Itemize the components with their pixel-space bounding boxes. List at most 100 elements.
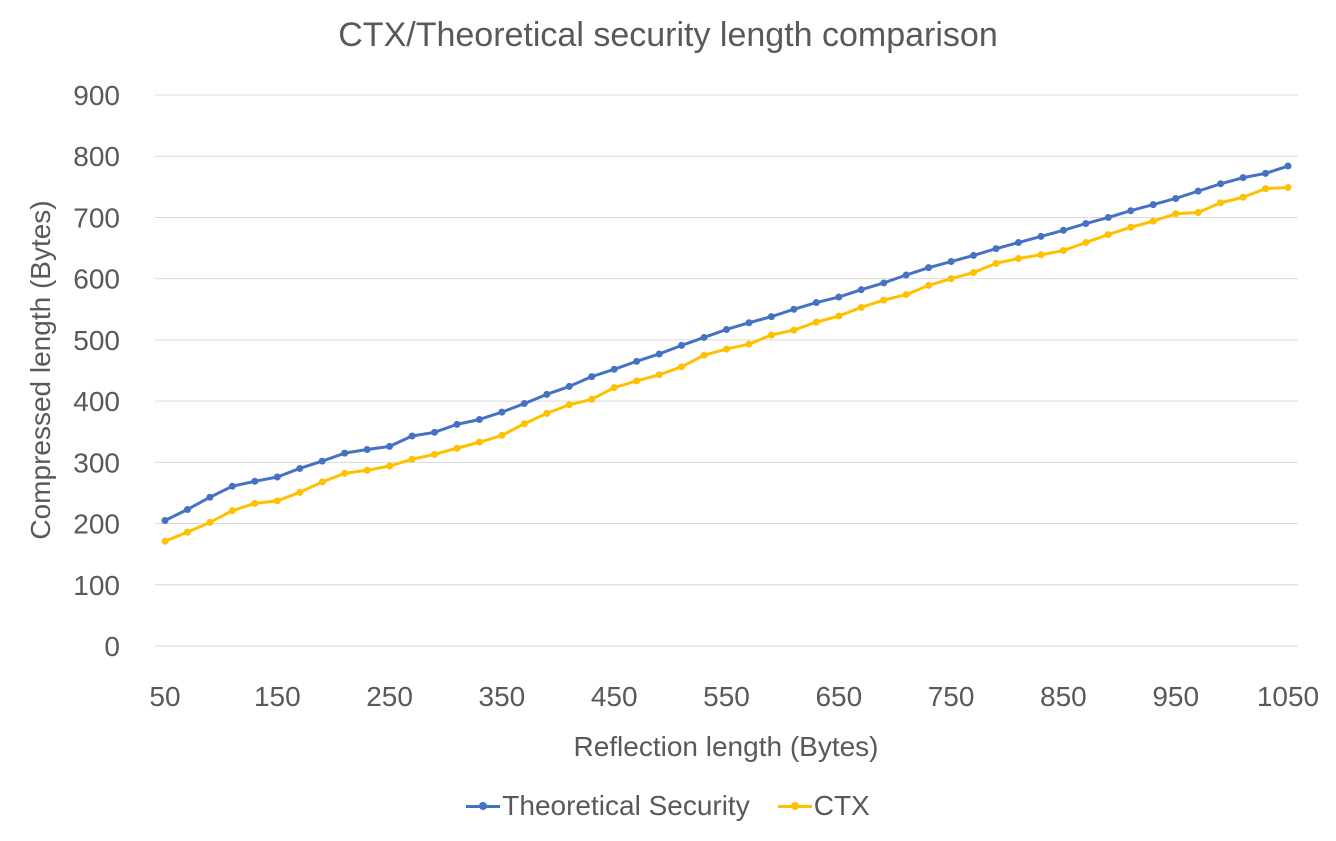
- data-point-ctx[interactable]: [812, 318, 820, 326]
- data-point-ctx[interactable]: [1194, 209, 1202, 217]
- data-point-theoretical-security[interactable]: [1172, 194, 1180, 202]
- data-point-theoretical-security[interactable]: [1239, 174, 1247, 182]
- data-point-theoretical-security[interactable]: [857, 286, 865, 294]
- data-point-theoretical-security[interactable]: [767, 313, 775, 321]
- data-point-theoretical-security[interactable]: [1284, 162, 1292, 170]
- data-point-ctx[interactable]: [1082, 239, 1090, 247]
- data-point-theoretical-security[interactable]: [1104, 213, 1112, 221]
- data-point-theoretical-security[interactable]: [947, 258, 955, 266]
- data-point-ctx[interactable]: [1104, 231, 1112, 239]
- data-point-ctx[interactable]: [206, 518, 214, 526]
- data-point-ctx[interactable]: [431, 450, 439, 458]
- data-point-ctx[interactable]: [947, 275, 955, 283]
- data-point-ctx[interactable]: [565, 401, 573, 409]
- data-point-theoretical-security[interactable]: [970, 251, 978, 259]
- data-point-theoretical-security[interactable]: [700, 333, 708, 341]
- data-point-theoretical-security[interactable]: [1082, 220, 1090, 228]
- legend-item-ctx[interactable]: CTX: [777, 790, 870, 822]
- data-point-ctx[interactable]: [835, 312, 843, 320]
- data-point-ctx[interactable]: [228, 507, 236, 515]
- data-point-ctx[interactable]: [520, 420, 528, 428]
- data-point-theoretical-security[interactable]: [363, 445, 371, 453]
- legend-item-theoretical-security[interactable]: Theoretical Security: [466, 790, 750, 822]
- data-point-theoretical-security[interactable]: [610, 365, 618, 373]
- data-point-theoretical-security[interactable]: [745, 319, 753, 327]
- data-point-ctx[interactable]: [588, 395, 596, 403]
- data-point-ctx[interactable]: [633, 377, 641, 385]
- data-point-theoretical-security[interactable]: [318, 457, 326, 465]
- data-point-ctx[interactable]: [925, 281, 933, 289]
- data-point-theoretical-security[interactable]: [678, 341, 686, 349]
- data-point-ctx[interactable]: [1149, 217, 1157, 225]
- data-point-ctx[interactable]: [386, 462, 394, 470]
- data-point-theoretical-security[interactable]: [228, 482, 236, 490]
- data-point-ctx[interactable]: [655, 371, 663, 379]
- data-point-theoretical-security[interactable]: [925, 264, 933, 272]
- data-point-theoretical-security[interactable]: [1127, 207, 1135, 215]
- data-point-ctx[interactable]: [1037, 251, 1045, 259]
- data-point-ctx[interactable]: [1172, 210, 1180, 218]
- data-point-ctx[interactable]: [251, 499, 259, 507]
- data-point-theoretical-security[interactable]: [902, 271, 910, 279]
- data-point-theoretical-security[interactable]: [543, 390, 551, 398]
- data-point-theoretical-security[interactable]: [475, 415, 483, 423]
- data-point-theoretical-security[interactable]: [1059, 226, 1067, 234]
- data-point-theoretical-security[interactable]: [183, 505, 191, 513]
- data-point-ctx[interactable]: [745, 340, 753, 348]
- data-point-theoretical-security[interactable]: [1014, 239, 1022, 247]
- data-point-ctx[interactable]: [1239, 193, 1247, 201]
- data-point-theoretical-security[interactable]: [1262, 169, 1270, 177]
- data-point-ctx[interactable]: [363, 466, 371, 474]
- data-point-theoretical-security[interactable]: [296, 464, 304, 472]
- data-point-ctx[interactable]: [408, 455, 416, 463]
- data-point-ctx[interactable]: [318, 478, 326, 486]
- data-point-ctx[interactable]: [161, 537, 169, 545]
- data-point-ctx[interactable]: [296, 488, 304, 496]
- data-point-ctx[interactable]: [970, 269, 978, 277]
- data-point-ctx[interactable]: [880, 296, 888, 304]
- data-point-theoretical-security[interactable]: [341, 449, 349, 457]
- data-point-ctx[interactable]: [453, 444, 461, 452]
- data-point-theoretical-security[interactable]: [386, 442, 394, 450]
- data-point-theoretical-security[interactable]: [206, 493, 214, 501]
- data-point-ctx[interactable]: [790, 326, 798, 334]
- data-point-ctx[interactable]: [678, 363, 686, 371]
- data-point-theoretical-security[interactable]: [453, 420, 461, 428]
- data-point-ctx[interactable]: [498, 431, 506, 439]
- data-point-theoretical-security[interactable]: [520, 400, 528, 408]
- data-point-ctx[interactable]: [1059, 247, 1067, 255]
- data-point-ctx[interactable]: [992, 259, 1000, 267]
- data-point-theoretical-security[interactable]: [565, 382, 573, 390]
- data-point-theoretical-security[interactable]: [273, 473, 281, 481]
- data-point-ctx[interactable]: [610, 384, 618, 392]
- data-point-theoretical-security[interactable]: [1149, 201, 1157, 209]
- data-point-ctx[interactable]: [700, 351, 708, 359]
- data-point-ctx[interactable]: [1262, 185, 1270, 193]
- data-point-ctx[interactable]: [475, 438, 483, 446]
- data-point-theoretical-security[interactable]: [992, 245, 1000, 253]
- data-point-theoretical-security[interactable]: [835, 293, 843, 301]
- data-point-theoretical-security[interactable]: [431, 428, 439, 436]
- data-point-ctx[interactable]: [341, 469, 349, 477]
- data-point-theoretical-security[interactable]: [812, 299, 820, 307]
- data-point-theoretical-security[interactable]: [161, 516, 169, 524]
- data-point-ctx[interactable]: [1014, 254, 1022, 262]
- data-point-ctx[interactable]: [1284, 183, 1292, 191]
- data-point-ctx[interactable]: [273, 497, 281, 505]
- data-point-theoretical-security[interactable]: [498, 408, 506, 416]
- data-point-theoretical-security[interactable]: [880, 279, 888, 287]
- data-point-ctx[interactable]: [183, 528, 191, 536]
- data-point-ctx[interactable]: [543, 409, 551, 417]
- data-point-ctx[interactable]: [857, 303, 865, 311]
- data-point-theoretical-security[interactable]: [1217, 180, 1225, 188]
- data-point-ctx[interactable]: [767, 331, 775, 339]
- data-point-theoretical-security[interactable]: [251, 477, 259, 485]
- data-point-ctx[interactable]: [723, 345, 730, 353]
- data-point-ctx[interactable]: [1127, 223, 1135, 231]
- data-point-ctx[interactable]: [1217, 199, 1225, 207]
- data-point-ctx[interactable]: [902, 291, 910, 299]
- data-point-theoretical-security[interactable]: [1194, 187, 1202, 195]
- data-point-theoretical-security[interactable]: [790, 305, 798, 313]
- data-point-theoretical-security[interactable]: [408, 432, 416, 440]
- data-point-theoretical-security[interactable]: [655, 350, 663, 358]
